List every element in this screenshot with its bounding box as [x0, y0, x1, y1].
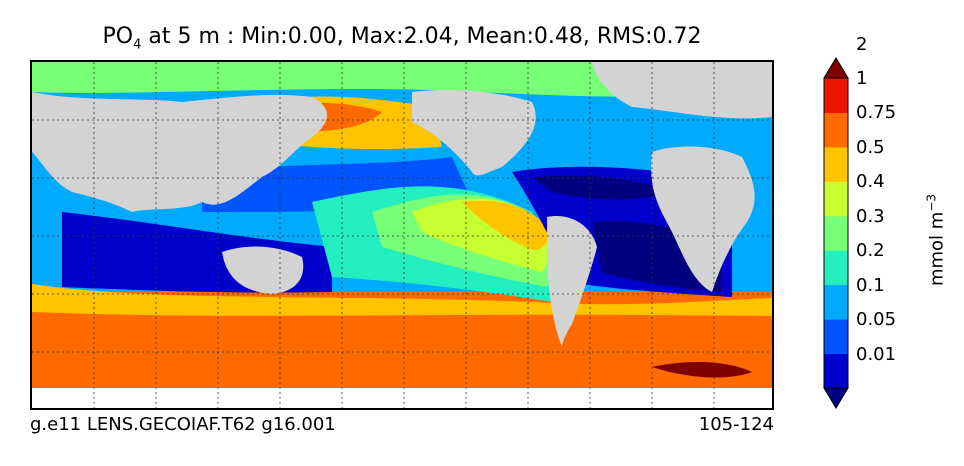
arctic-band	[32, 62, 772, 97]
colorbar-segment	[824, 181, 848, 217]
land-greenland	[592, 62, 772, 119]
colorbar-tick-label: 0.4	[856, 171, 885, 193]
colorbar-tick-label: 2	[856, 33, 868, 55]
chart-title: PO4 at 5 m : Min:0.00, Max:2.04, Mean:0.…	[0, 24, 804, 52]
colorbar-tick-label: 1	[856, 68, 868, 89]
land-eurasia	[32, 92, 327, 212]
colorbar-extend-min	[823, 387, 849, 409]
colorbar-tick-label: 0.5	[856, 136, 885, 158]
colorbar-segment	[824, 319, 848, 355]
colorbar-tick-label: 0.75	[856, 102, 897, 124]
colorbar-segment	[824, 215, 848, 251]
land-south-america	[547, 216, 597, 347]
upwelling-maximum	[462, 200, 552, 251]
map-grid	[32, 62, 772, 408]
southern-front-band	[32, 284, 772, 324]
title-stats: at 5 m : Min:0.00, Max:2.04, Mean:0.48, …	[141, 24, 702, 49]
southern-ocean-red	[32, 312, 772, 330]
colorbar-tick-label: 0.01	[856, 343, 897, 365]
land-australia	[222, 246, 304, 294]
colorbar-unit-exponent: −3	[924, 193, 939, 212]
colorbar-segment	[824, 146, 848, 182]
land-africa	[651, 146, 755, 292]
colorbar-segment	[824, 250, 848, 286]
colorbar-segment	[824, 353, 848, 389]
colorbar	[823, 57, 849, 409]
colorbar-segment	[824, 112, 848, 148]
antarctica-edge	[32, 388, 772, 408]
colorbar-segment	[824, 284, 848, 320]
colorbar-unit-text: mmol m	[926, 211, 948, 287]
year-range-label: 105-124	[698, 414, 774, 435]
weddell-maximum	[652, 361, 752, 378]
colorbar-extend-max	[823, 57, 849, 79]
colorbar-tick-label: 0.2	[856, 240, 885, 262]
title-variable: PO	[102, 24, 134, 49]
colorbar-unit-label: mmol m−3	[925, 194, 948, 286]
ocean-map	[30, 60, 774, 410]
sargasso-minimum	[532, 175, 672, 200]
run-label: g.e11 LENS.GECOIAF.T62 g16.001	[30, 414, 336, 435]
land-north-america	[412, 90, 536, 176]
colorbar-frame	[823, 77, 849, 389]
map-plot	[32, 62, 772, 408]
colorbar-tick-label: 0.1	[856, 274, 885, 296]
colorbar-tick-label: 0.05	[856, 309, 897, 331]
title-subscript: 4	[133, 37, 142, 53]
colorbar-tick-label: 0.3	[856, 205, 885, 227]
colorbar-segment	[824, 78, 848, 113]
